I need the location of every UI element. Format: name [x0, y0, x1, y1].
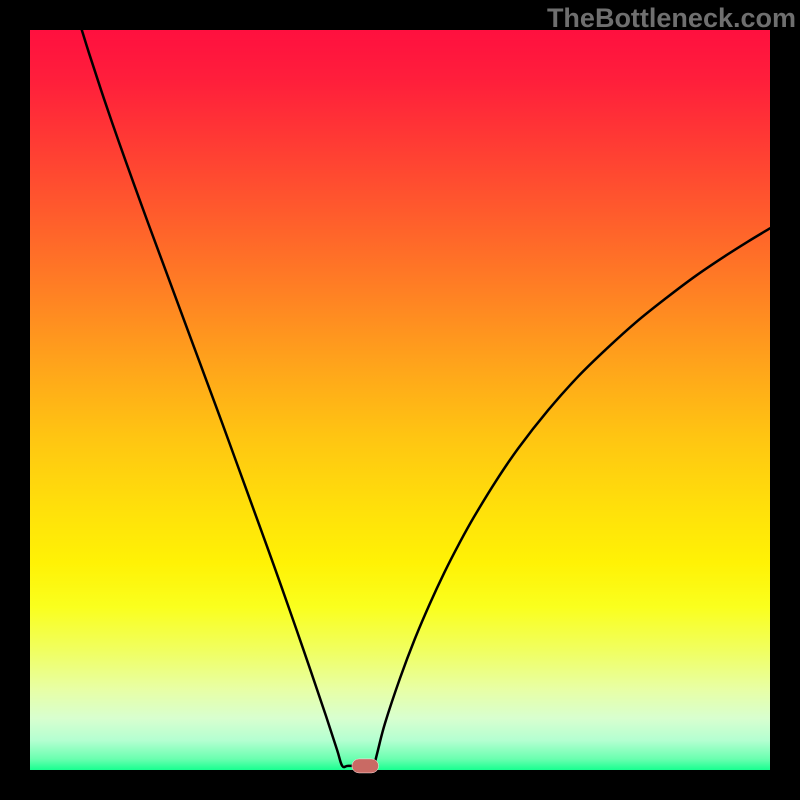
chart-svg — [0, 0, 800, 800]
optimal-point-marker — [352, 759, 379, 773]
watermark-text: TheBottleneck.com — [547, 3, 796, 34]
chart-frame: TheBottleneck.com — [0, 0, 800, 800]
plot-background — [30, 30, 770, 770]
